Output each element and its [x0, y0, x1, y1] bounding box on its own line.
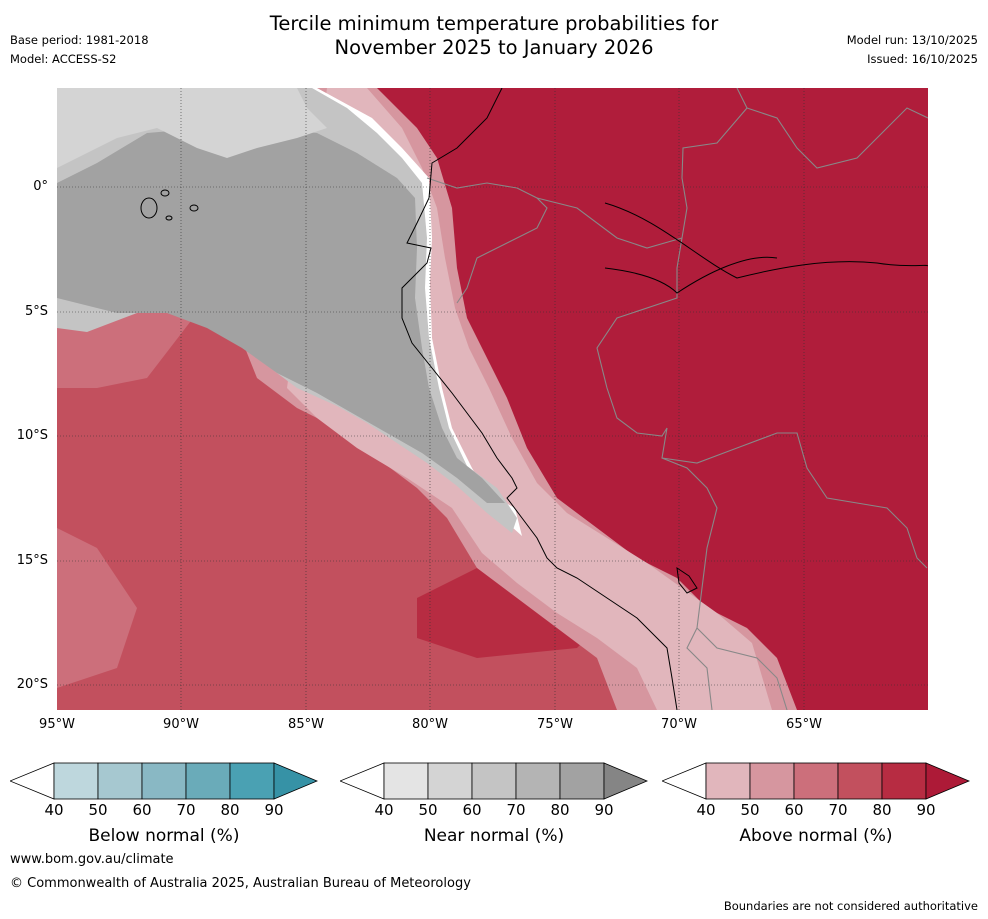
header-left: Base period: 1981-2018 Model: ACCESS-S2	[10, 31, 149, 69]
above-normal-swatch-70	[837, 762, 883, 800]
lon-label-90w: 90°W	[163, 717, 199, 732]
website-link[interactable]: www.bom.gov.au/climate	[10, 852, 174, 867]
below-normal-swatch-low	[10, 762, 55, 800]
lon-label-80w: 80°W	[412, 717, 448, 732]
issued-date: Issued: 16/10/2025	[867, 52, 978, 66]
probability-map	[57, 88, 928, 710]
below-tick-80: 80	[220, 801, 240, 819]
above-normal-swatch-80	[881, 762, 927, 800]
graticule	[57, 88, 928, 710]
base-period: Base period: 1981-2018	[10, 33, 149, 47]
lon-label-65w: 65°W	[786, 717, 822, 732]
above-normal-swatch-40	[705, 762, 751, 800]
below-normal-title: Below normal (%)	[88, 826, 240, 846]
below-normal-swatch-90	[273, 762, 318, 800]
near-tick-40: 40	[374, 801, 394, 819]
lat-label-15s: 15°S	[16, 553, 48, 568]
disclaimer-text: Boundaries are not considered authoritat…	[723, 899, 978, 913]
below-tick-50: 50	[88, 801, 108, 819]
below-tick-40: 40	[44, 801, 64, 819]
above-tick-50: 50	[740, 801, 760, 819]
country-borders	[426, 88, 928, 710]
above-normal-swatch-60	[793, 762, 839, 800]
near-normal-title: Near normal (%)	[423, 826, 565, 846]
above-normal-title: Above normal (%)	[739, 826, 893, 846]
above-normal-swatch-90	[925, 762, 970, 800]
below-normal-swatch-50	[97, 762, 143, 800]
below-normal-swatch-40	[53, 762, 99, 800]
near-normal-swatch-90	[603, 762, 648, 800]
header-right: Model run: 13/10/2025 Issued: 16/10/2025	[847, 31, 978, 69]
near-normal-swatch-70	[515, 762, 561, 800]
copyright-text: © Commonwealth of Australia 2025, Austra…	[10, 876, 471, 891]
above-tick-70: 70	[828, 801, 848, 819]
near-tick-70: 70	[506, 801, 526, 819]
near-normal-90-region	[57, 128, 505, 503]
near-tick-80: 80	[550, 801, 570, 819]
near-tick-90: 90	[594, 801, 614, 819]
near-normal-swatch-50	[427, 762, 473, 800]
lon-label-85w: 85°W	[288, 717, 324, 732]
lon-label-75w: 75°W	[537, 717, 573, 732]
above-tick-90: 90	[916, 801, 936, 819]
map-title: Tercile minimum temperature probabilitie…	[0, 12, 988, 60]
above-tick-60: 60	[784, 801, 804, 819]
above-normal-colorbar	[662, 762, 970, 800]
below-tick-60: 60	[132, 801, 152, 819]
near-normal-swatch-low	[340, 762, 385, 800]
below-normal-swatch-60	[141, 762, 187, 800]
above-normal-swatch-50	[749, 762, 795, 800]
model-name: Model: ACCESS-S2	[10, 52, 117, 66]
lake-titicaca	[676, 566, 698, 594]
galapagos-islands	[140, 189, 199, 221]
title-line-2: November 2025 to January 2026	[334, 36, 654, 59]
lon-label-70w: 70°W	[661, 717, 697, 732]
above-normal-swatch-low	[662, 762, 707, 800]
lat-label-0: 0°	[33, 179, 48, 194]
near-tick-50: 50	[418, 801, 438, 819]
below-tick-90: 90	[264, 801, 284, 819]
above-tick-40: 40	[696, 801, 716, 819]
near-normal-60-region	[57, 88, 327, 168]
above-tick-80: 80	[872, 801, 892, 819]
below-normal-swatch-80	[229, 762, 275, 800]
model-run: Model run: 13/10/2025	[846, 33, 978, 47]
below-normal-swatch-70	[185, 762, 231, 800]
near-tick-60: 60	[462, 801, 482, 819]
lat-label-5s: 5°S	[24, 304, 48, 319]
lat-label-20s: 20°S	[16, 677, 48, 692]
near-normal-swatch-80	[559, 762, 605, 800]
coastline	[401, 88, 928, 710]
above-normal-60-patch-south	[57, 528, 137, 688]
below-tick-70: 70	[176, 801, 196, 819]
lon-label-95w: 95°W	[39, 717, 75, 732]
near-normal-swatch-40	[383, 762, 429, 800]
lat-label-10s: 10°S	[16, 428, 48, 443]
below-normal-colorbar	[10, 762, 318, 800]
near-normal-swatch-60	[471, 762, 517, 800]
near-normal-colorbar	[340, 762, 648, 800]
title-line-1: Tercile minimum temperature probabilitie…	[269, 12, 719, 35]
